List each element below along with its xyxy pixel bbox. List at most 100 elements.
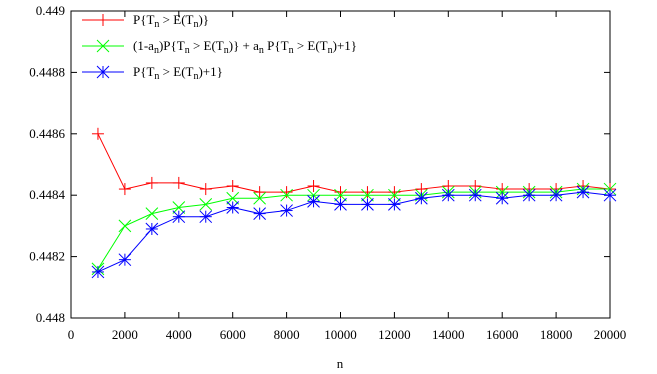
legend-subscript: n — [185, 45, 190, 56]
series-3-point — [118, 253, 132, 267]
x-tick-label: 8000 — [274, 327, 300, 342]
y-tick-label: 0.4482 — [29, 249, 65, 264]
series-3-point — [226, 201, 240, 214]
series-3-point — [414, 191, 428, 205]
series-3-point — [199, 210, 213, 224]
series-1-point — [172, 176, 185, 189]
series-1-point — [253, 186, 266, 199]
legend-text-part: P{T — [133, 64, 154, 79]
x-tick-label: 12000 — [378, 327, 411, 342]
series-3 — [91, 185, 617, 279]
series-1-point — [388, 186, 401, 199]
ticks-layer: 0 2000 4000 6000 8000 10000 12000 14000 16000 180… — [29, 3, 626, 342]
legend-subscript: n — [328, 45, 333, 56]
series-2-point — [603, 182, 617, 196]
series-3-point — [522, 188, 536, 202]
series-1-point — [280, 186, 293, 199]
legend-text-part: )+1} — [333, 38, 357, 53]
x-tick-label: 6000 — [220, 327, 246, 342]
legend: P{Tn > E(Tn)}(1-an)P{Tn > E(Tn)} + an P{… — [82, 12, 357, 82]
legend-subscript: n — [259, 45, 264, 56]
series-2-point — [495, 185, 509, 199]
series-3-point — [334, 198, 347, 211]
series-2-point — [307, 188, 320, 202]
legend-text-part: )} + a — [229, 38, 259, 53]
series-3-point — [603, 188, 617, 202]
series-3-point — [280, 204, 293, 217]
legend-text-part: (1-a — [133, 38, 154, 53]
y-tick-label: 0.4484 — [29, 187, 65, 202]
legend-text-part: )P{T — [159, 38, 185, 53]
legend-subscript: n — [289, 45, 294, 56]
series-3-point — [441, 188, 455, 202]
series-2-point — [145, 207, 159, 220]
series-1-point — [199, 183, 212, 196]
legend-subscript: n — [193, 71, 198, 82]
y-tick-label: 0.4486 — [29, 126, 65, 141]
legend-text-part: > E(T — [159, 64, 193, 79]
series-3-point — [307, 194, 320, 208]
legend-text-part: )} — [198, 12, 209, 27]
x-axis-label: n — [337, 356, 344, 371]
series-2-point — [280, 188, 293, 202]
series-1-point — [118, 183, 131, 196]
series-3-point — [361, 198, 374, 211]
legend-label: (1-an)P{Tn > E(Tn)} + an P{Tn > E(Tn)+1} — [133, 38, 357, 56]
legend-text-part: > E(T — [159, 12, 193, 27]
series-3-point — [468, 188, 482, 202]
series-1-point — [361, 186, 374, 199]
series-1-point — [226, 179, 239, 192]
series-2-point — [334, 188, 347, 202]
legend-subscript: n — [154, 45, 159, 56]
y-tick-label: 0.4488 — [29, 64, 65, 79]
x-tick-label: 14000 — [432, 327, 465, 342]
legend-entry-3: P{Tn > E(Tn)+1} — [82, 64, 223, 82]
legend-label: P{Tn > E(Tn)+1} — [133, 64, 223, 82]
legend-subscript: n — [154, 71, 159, 82]
x-tick-label: 18000 — [540, 327, 573, 342]
legend-label: P{Tn > E(Tn)} — [133, 12, 209, 30]
series-3-point — [549, 188, 563, 202]
series-3-point — [495, 191, 509, 205]
legend-swatch-marker — [97, 14, 109, 26]
series-2-line — [97, 188, 610, 270]
x-tick-label: 2000 — [112, 327, 138, 342]
series-2-point — [226, 191, 240, 205]
legend-subscript: n — [154, 19, 159, 30]
y-tick-label: 0.449 — [36, 3, 65, 18]
series-3-point — [576, 185, 590, 199]
x-tick-label: 10000 — [324, 327, 357, 342]
series-1-point — [307, 179, 320, 192]
series-3-point — [145, 222, 159, 236]
series-2-point — [361, 188, 374, 202]
legend-text-part: )+1} — [198, 64, 222, 79]
legend-entry-1: P{Tn > E(Tn)} — [82, 12, 209, 30]
x-tick-label: 16000 — [486, 327, 519, 342]
legend-text-part: > E(T — [294, 38, 328, 53]
series-2-point — [253, 191, 267, 205]
legend-subscript: n — [193, 19, 198, 30]
legend-subscript: n — [224, 45, 229, 56]
y-tick-label: 0.448 — [36, 310, 65, 325]
series-1-point — [334, 186, 347, 199]
series-3-point — [172, 210, 186, 224]
legend-swatch-marker — [96, 65, 110, 79]
series-2-point — [172, 201, 186, 214]
series-3-point — [388, 198, 401, 211]
legend-entry-2: (1-an)P{Tn > E(Tn)} + an P{Tn > E(Tn)+1} — [82, 38, 357, 56]
legend-text-part: > E(T — [190, 38, 224, 53]
legend-swatch-marker — [96, 39, 110, 53]
plot-frame — [70, 10, 611, 319]
series-3-point — [253, 207, 267, 220]
legend-text-part: P{T — [133, 12, 154, 27]
series-1-point — [145, 176, 158, 189]
series-3-point — [91, 265, 105, 279]
legend-text-part: P{T — [264, 38, 289, 53]
series-1-point — [91, 127, 104, 140]
x-tick-label: 4000 — [166, 327, 192, 342]
series-layer — [91, 127, 617, 279]
x-tick-label: 20000 — [594, 327, 627, 342]
x-tick-label: 0 — [68, 327, 75, 342]
series-1 — [91, 127, 616, 199]
